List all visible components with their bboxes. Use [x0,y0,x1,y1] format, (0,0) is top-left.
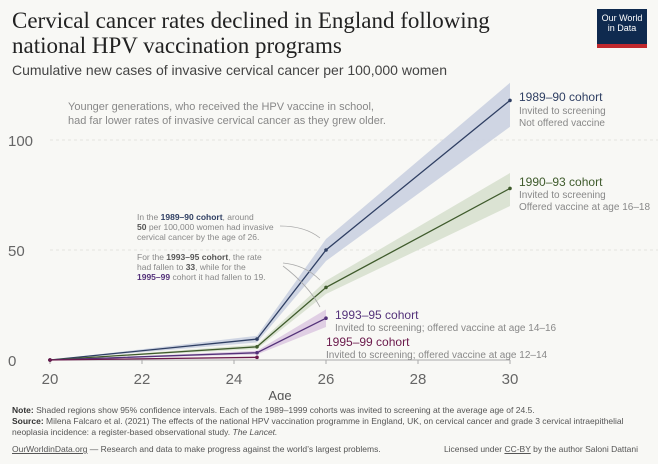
annotation-note: 50 per 100,000 women had invasive [137,222,274,232]
chart-subtitle: Cumulative new cases of invasive cervica… [12,62,447,78]
x-tick-label: 20 [42,371,59,388]
annotation-text: , the rate [228,252,262,262]
series-detail: Invited to screening; offered vaccine at… [326,350,548,361]
annotation-note: 1995–99 cohort it had fallen to 19. [137,272,266,282]
data-point [324,248,328,252]
x-tick-label: 24 [226,371,243,388]
data-point [255,337,259,341]
series-label: 1995–99 cohort [326,335,410,349]
footer-bottom: OurWorldinData.org — Research and data t… [12,444,648,455]
annotation-text: For the [137,252,166,262]
annotation-text: 1995–99 [137,272,170,282]
footer-note: Note: Shaded regions show 95% confidence… [12,405,648,416]
series-detail: Not offered vaccine [519,118,605,129]
series-line [49,356,258,361]
series-detail: Invited to screening [519,190,606,201]
series-line [49,99,511,361]
owid-logo[interactable]: Our World in Data [597,9,647,48]
x-tick-label: 22 [134,371,151,388]
x-tick-label: 28 [410,371,427,388]
series-detail: Offered vaccine at age 16–18 [519,202,650,213]
annotation-arrow [279,225,321,239]
series-detail: Invited to screening [519,106,606,117]
annotation-note: had fallen to 33, while for the [137,262,246,272]
series-detail: Invited to screening; offered vaccine at… [335,323,557,334]
annotation-text: had fallen to [137,262,186,272]
data-point [255,345,259,349]
data-point [324,316,328,321]
annotation-main: had far lower rates of invasive cervical… [68,115,386,127]
annotation-note: In the 1989–90 cohort, around [137,212,254,222]
x-tick-label: 26 [318,371,335,388]
annotation-note: For the 1993–95 cohort, the rate [137,252,262,262]
x-tick-label: 30 [502,371,519,388]
data-point [48,358,52,362]
footer-source: Source: Milena Falcaro et al. (2021) The… [12,416,648,438]
annotation-arrow [282,262,321,281]
source-label: Source: [12,416,44,426]
note-text: Shaded regions show 95% confidence inter… [33,405,535,415]
chart-title: Cervical cancer rates declined in Englan… [12,8,490,58]
annotation-text: 1993–95 cohort [166,252,228,262]
note-label: Note: [12,405,34,415]
y-tick-label: 0 [8,353,16,370]
license-link[interactable]: CC-BY [504,444,531,454]
annotation-main: Younger generations, who received the HP… [68,101,374,113]
annotation-text: 1989–90 cohort [161,212,223,222]
chart-svg: 0 50 100 20 22 24 26 28 30 Age 1989–90 cohort Invit… [8,82,658,400]
y-tick-label: 50 [8,243,25,260]
source-text: Milena Falcaro et al. (2021) The effects… [12,416,624,437]
series-label: 1989–90 cohort [519,90,603,104]
y-tick-label: 100 [8,133,33,150]
license-post: by the author Saloni Dattani [530,444,638,454]
data-point [255,355,259,360]
confidence-band [50,82,510,361]
annotation-text: , while for the [195,262,246,272]
license-pre: Licensed under [443,444,505,454]
annotation-text: 50 [137,222,147,232]
annotation-text: per 100,000 women had invasive [146,222,273,232]
series-label: 1990–93 cohort [519,175,603,189]
data-point [255,350,259,355]
source-journal: The Lancet. [232,427,278,437]
annotation-note: cervical cancer by the age of 26. [137,232,259,242]
x-axis-label: Age [268,388,291,400]
annotation-text: , around [223,212,254,222]
data-point [508,186,512,191]
tagline: — Research and data to make progress aga… [87,444,381,454]
annotation-text: cohort it had fallen to 19. [170,272,265,282]
data-point [508,98,512,103]
license: Licensed under CC-BY by the author Salon… [444,444,638,455]
annotation-text: In the [137,212,161,222]
annotation-text: 33 [186,262,196,272]
owid-link[interactable]: OurWorldinData.org [12,444,88,454]
series-label: 1993–95 cohort [335,308,419,322]
data-point [324,285,328,290]
series-line [49,187,511,361]
annotation-arrow [282,265,321,308]
